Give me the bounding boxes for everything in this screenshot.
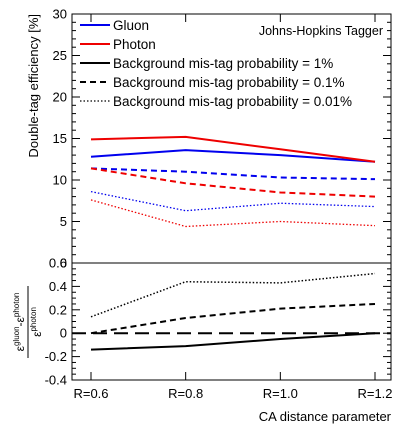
y-tick-label: -0.4 — [45, 373, 67, 388]
tagger-annotation: Johns-Hopkins Tagger — [259, 24, 383, 38]
difference-y-label-numerator: εgluon-εphoton — [12, 293, 27, 352]
gluon-0p01pct-line — [90, 190, 376, 212]
gluon-0p1pct-line — [90, 167, 376, 181]
legend-entry-label: Photon — [113, 37, 156, 52]
photon-0p01pct-line — [90, 199, 376, 228]
difference-solid-line — [90, 332, 376, 351]
difference-dotted-line — [90, 272, 376, 318]
x-tick-label: R=0.6 — [73, 386, 108, 401]
y-tick-label: 0.6 — [49, 256, 67, 271]
y-tick-label: 10 — [53, 173, 67, 188]
y-tick-label: 30 — [53, 7, 67, 22]
difference-panel-frame — [71, 262, 392, 381]
y-tick-label: 0.4 — [49, 279, 67, 294]
y-tick-label: 25 — [53, 48, 67, 63]
y-tick-label: 0 — [60, 326, 67, 341]
gluon-1pct-line — [90, 149, 376, 163]
difference-y-label-denominator: εphoton — [29, 307, 44, 337]
sup-gluon: gluon — [12, 326, 21, 346]
difference-panel: -0.4-0.200.20.40.6 R=0.6 R=0.8 R=1.0 R=1.2 … — [12, 14, 393, 424]
sup-photon: photon — [12, 293, 21, 317]
x-tick-label: R=1.2 — [357, 386, 392, 401]
minus-sign: - — [13, 322, 27, 326]
y-tick-label: 0.2 — [49, 302, 67, 317]
x-tick-label: R=1.0 — [263, 386, 298, 401]
y-tick-label: 20 — [53, 90, 67, 105]
difference-dashed-line — [90, 302, 376, 335]
difference-series — [90, 272, 376, 351]
eps-symbol: ε — [13, 316, 27, 322]
legend-entry-label: Gluon — [113, 18, 149, 33]
photon-1pct-line — [90, 135, 376, 163]
y-tick-label: 15 — [53, 131, 67, 146]
difference-y-axis-label: εgluon-εphoton εphoton — [12, 286, 44, 358]
sup-photon: photon — [29, 307, 38, 331]
x-axis-label: CA distance parameter — [259, 409, 392, 424]
y-tick-label: -0.2 — [45, 349, 67, 364]
x-tick-label: R=0.8 — [168, 386, 203, 401]
eps-symbol: ε — [30, 331, 44, 337]
efficiency-y-ticks: 0 5 10 15 20 25 30 — [53, 7, 391, 271]
efficiency-series — [90, 135, 376, 228]
y-tick-label: 0 — [60, 256, 67, 271]
legend-entry-label: Background mis-tag probability = 1% — [113, 56, 333, 71]
x-ticks: R=0.6 R=0.8 R=1.0 R=1.2 — [73, 14, 393, 401]
legend-entry-label: Background mis-tag probability = 0.01% — [113, 94, 352, 109]
eps-symbol: ε — [13, 345, 27, 351]
photon-0p1pct-line — [90, 167, 376, 198]
efficiency-panel: 0 5 10 15 20 25 30 Gluon Photon Background mis-t… — [26, 7, 392, 271]
legend: Gluon Photon Background mis-tag probabilit… — [80, 18, 352, 109]
difference-y-ticks: -0.4 -0.2 0 0.2 0.4 0.6 — [45, 256, 391, 388]
efficiency-y-axis-label: Double-tag efficiency [%] — [26, 14, 41, 158]
legend-entry-label: Background mis-tag probability = 0.1% — [113, 75, 345, 90]
y-tick-label: 5 — [60, 214, 67, 229]
